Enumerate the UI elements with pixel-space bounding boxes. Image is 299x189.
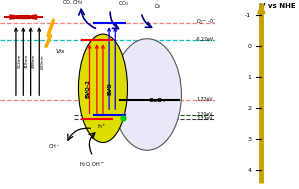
Text: 4: 4 (247, 168, 251, 173)
Text: CO, CH$_4$: CO, CH$_4$ (62, 0, 83, 7)
Text: 639nm: 639nm (40, 54, 45, 68)
Text: 418nm: 418nm (25, 54, 28, 68)
Ellipse shape (78, 34, 127, 143)
Text: 0: 0 (247, 44, 251, 49)
Text: Vis: Vis (55, 49, 65, 54)
Text: BVO-2: BVO-2 (86, 79, 91, 98)
Circle shape (12, 15, 35, 19)
Ellipse shape (113, 39, 181, 150)
Text: OH$^\bullet$: OH$^\bullet$ (48, 143, 60, 151)
Text: V vs NHE: V vs NHE (260, 3, 296, 9)
Text: BVO: BVO (108, 82, 113, 95)
Text: 498nm: 498nm (32, 54, 36, 68)
Text: H$_2$O, OH$^-$: H$_2$O, OH$^-$ (79, 160, 105, 169)
Text: 2.33eV: 2.33eV (196, 116, 212, 121)
Text: CO$_2$: CO$_2$ (118, 0, 129, 8)
Text: h$^+$: h$^+$ (97, 122, 107, 131)
Text: 1: 1 (247, 75, 251, 80)
Text: 3: 3 (247, 137, 251, 142)
Text: -0.22eV: -0.22eV (196, 37, 214, 42)
Text: 1.72eV: 1.72eV (196, 97, 213, 102)
Text: O$_2$: O$_2$ (154, 2, 162, 11)
Text: 512nm: 512nm (17, 54, 21, 68)
Text: $O_2^{\bullet-}$ -0.77eV: $O_2^{\bullet-}$ -0.77eV (196, 18, 227, 27)
Text: 2.20eV: 2.20eV (196, 112, 213, 117)
Text: CeO$_x$: CeO$_x$ (147, 96, 166, 105)
Text: 2: 2 (247, 106, 251, 111)
Text: -1: -1 (245, 13, 251, 18)
